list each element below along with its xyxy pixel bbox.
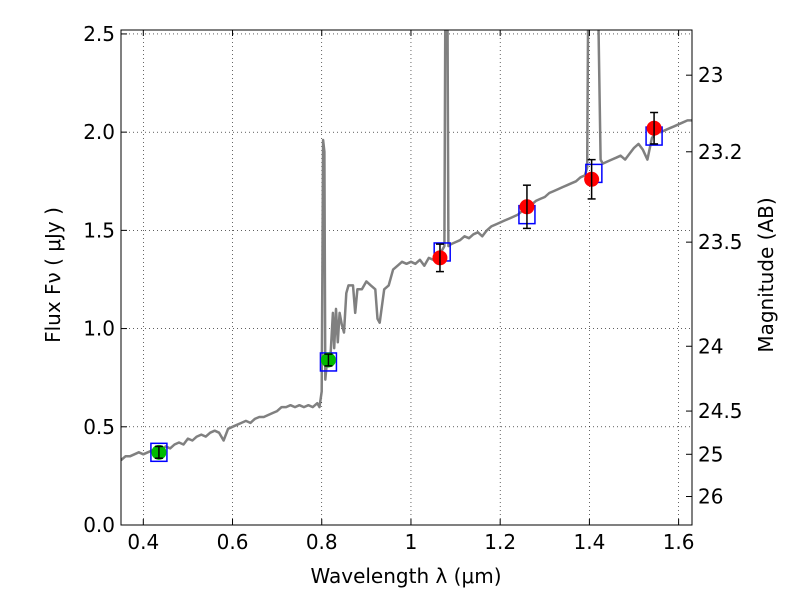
- x-tick-label: 0.4: [127, 530, 159, 554]
- right-tick-label: 23.5: [698, 230, 743, 254]
- right-axis-label: Magnitude (AB): [754, 197, 778, 352]
- spectrum-line: [121, 30, 692, 462]
- x-tick-label: 0.6: [217, 530, 249, 554]
- grid: [121, 30, 692, 526]
- plot-area: [121, 30, 692, 463]
- x-tick-label: 1.6: [663, 530, 695, 554]
- right-tick-label: 24.5: [698, 399, 743, 423]
- y-tick-label: 1.0: [83, 317, 115, 341]
- y-axis-label: Flux Fν ( μJy ): [41, 207, 65, 343]
- right-tick-label: 25: [698, 442, 723, 466]
- model-photometry-square: [150, 442, 168, 463]
- right-tick-label: 24: [698, 334, 723, 358]
- x-tick-label: 1: [405, 530, 418, 554]
- x-tick-label: 1.4: [573, 530, 605, 554]
- x-tick-label: 0.8: [306, 530, 338, 554]
- y-tick-label: 2.0: [83, 120, 115, 144]
- right-tick-label: 26: [698, 485, 723, 509]
- x-axis-label: Wavelength λ (μm): [310, 564, 501, 588]
- axes: 0.4 0.6 0.8 1 1.2 1.4 1.6 0.0 0.5 1.0 1.5 2.0 2.5 23 2…: [83, 22, 742, 554]
- plot-frame: [120, 29, 693, 526]
- y-tick-label: 2.5: [83, 22, 115, 46]
- y-tick-label: 0.5: [83, 415, 115, 439]
- y-tick-label: 1.5: [83, 218, 115, 242]
- x-tick-label: 1.2: [484, 530, 516, 554]
- right-tick-label: 23.2: [698, 140, 743, 164]
- y-tick-label: 0.0: [83, 513, 115, 537]
- right-tick-label: 23: [698, 63, 723, 87]
